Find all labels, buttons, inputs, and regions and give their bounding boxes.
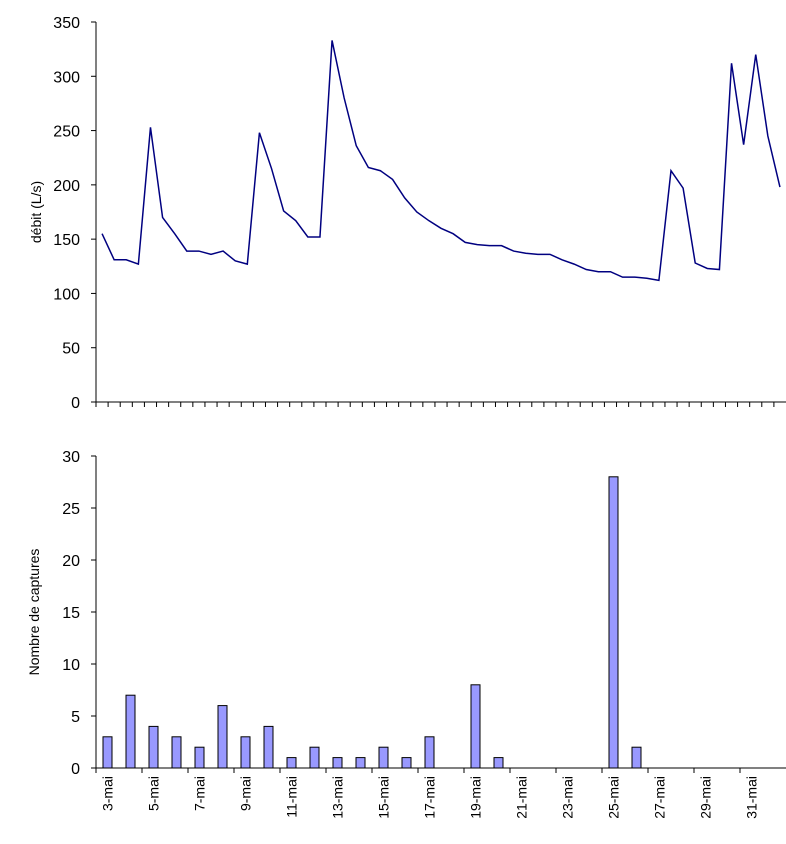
y-tick-label: 30 — [62, 449, 80, 466]
y-tick-label: 50 — [62, 341, 80, 358]
x-tick-label: 7-mai — [192, 776, 208, 811]
bar — [470, 684, 481, 769]
x-tick-label: 5-mai — [146, 776, 162, 811]
y-axis-label: débit (L/s) — [28, 181, 44, 243]
y-tick-label: 350 — [53, 15, 80, 32]
bar — [493, 757, 504, 769]
y-tick-label: 10 — [62, 657, 80, 674]
y-axis-label: Nombre de captures — [26, 549, 42, 676]
y-tick-label: 25 — [62, 501, 80, 518]
x-tick-label: 25-mai — [606, 776, 622, 819]
x-tick-label: 27-mai — [652, 776, 668, 819]
y-tick-label: 200 — [53, 178, 80, 195]
bar — [332, 757, 343, 769]
bar — [148, 725, 159, 769]
x-tick-label: 29-mai — [698, 776, 714, 819]
x-tick-label: 9-mai — [238, 776, 254, 811]
bar — [102, 736, 113, 769]
y-tick-label: 0 — [71, 395, 80, 412]
bar — [171, 736, 182, 769]
bar — [263, 725, 274, 769]
bar — [378, 746, 389, 769]
x-tick-label: 19-mai — [468, 776, 484, 819]
bar — [608, 476, 619, 769]
x-tick-label: 3-mai — [100, 776, 116, 811]
bar — [355, 757, 366, 769]
x-tick-label: 17-mai — [422, 776, 438, 819]
bar — [240, 736, 251, 769]
bar — [286, 757, 297, 769]
y-tick-label: 20 — [62, 553, 80, 570]
y-tick-label: 250 — [53, 124, 80, 141]
x-tick-label: 11-mai — [284, 776, 300, 818]
x-tick-label: 23-mai — [560, 776, 576, 819]
y-tick-label: 15 — [62, 605, 80, 622]
line — [101, 40, 781, 282]
y-tick-label: 300 — [53, 69, 80, 86]
bar — [194, 746, 205, 769]
x-tick-label: 13-mai — [330, 776, 346, 819]
y-tick-label: 100 — [53, 286, 80, 303]
x-tick-label: 15-mai — [376, 776, 392, 819]
x-tick-label: 31-mai — [744, 776, 760, 819]
bar — [217, 705, 228, 769]
bar — [631, 746, 642, 769]
bar — [424, 736, 435, 769]
y-tick-label: 150 — [53, 232, 80, 249]
bar — [125, 694, 136, 769]
y-tick-label: 0 — [71, 761, 80, 778]
y-tick-label: 5 — [71, 709, 80, 726]
bar — [401, 757, 412, 769]
x-tick-label: 21-mai — [514, 776, 530, 819]
bar — [309, 746, 320, 769]
